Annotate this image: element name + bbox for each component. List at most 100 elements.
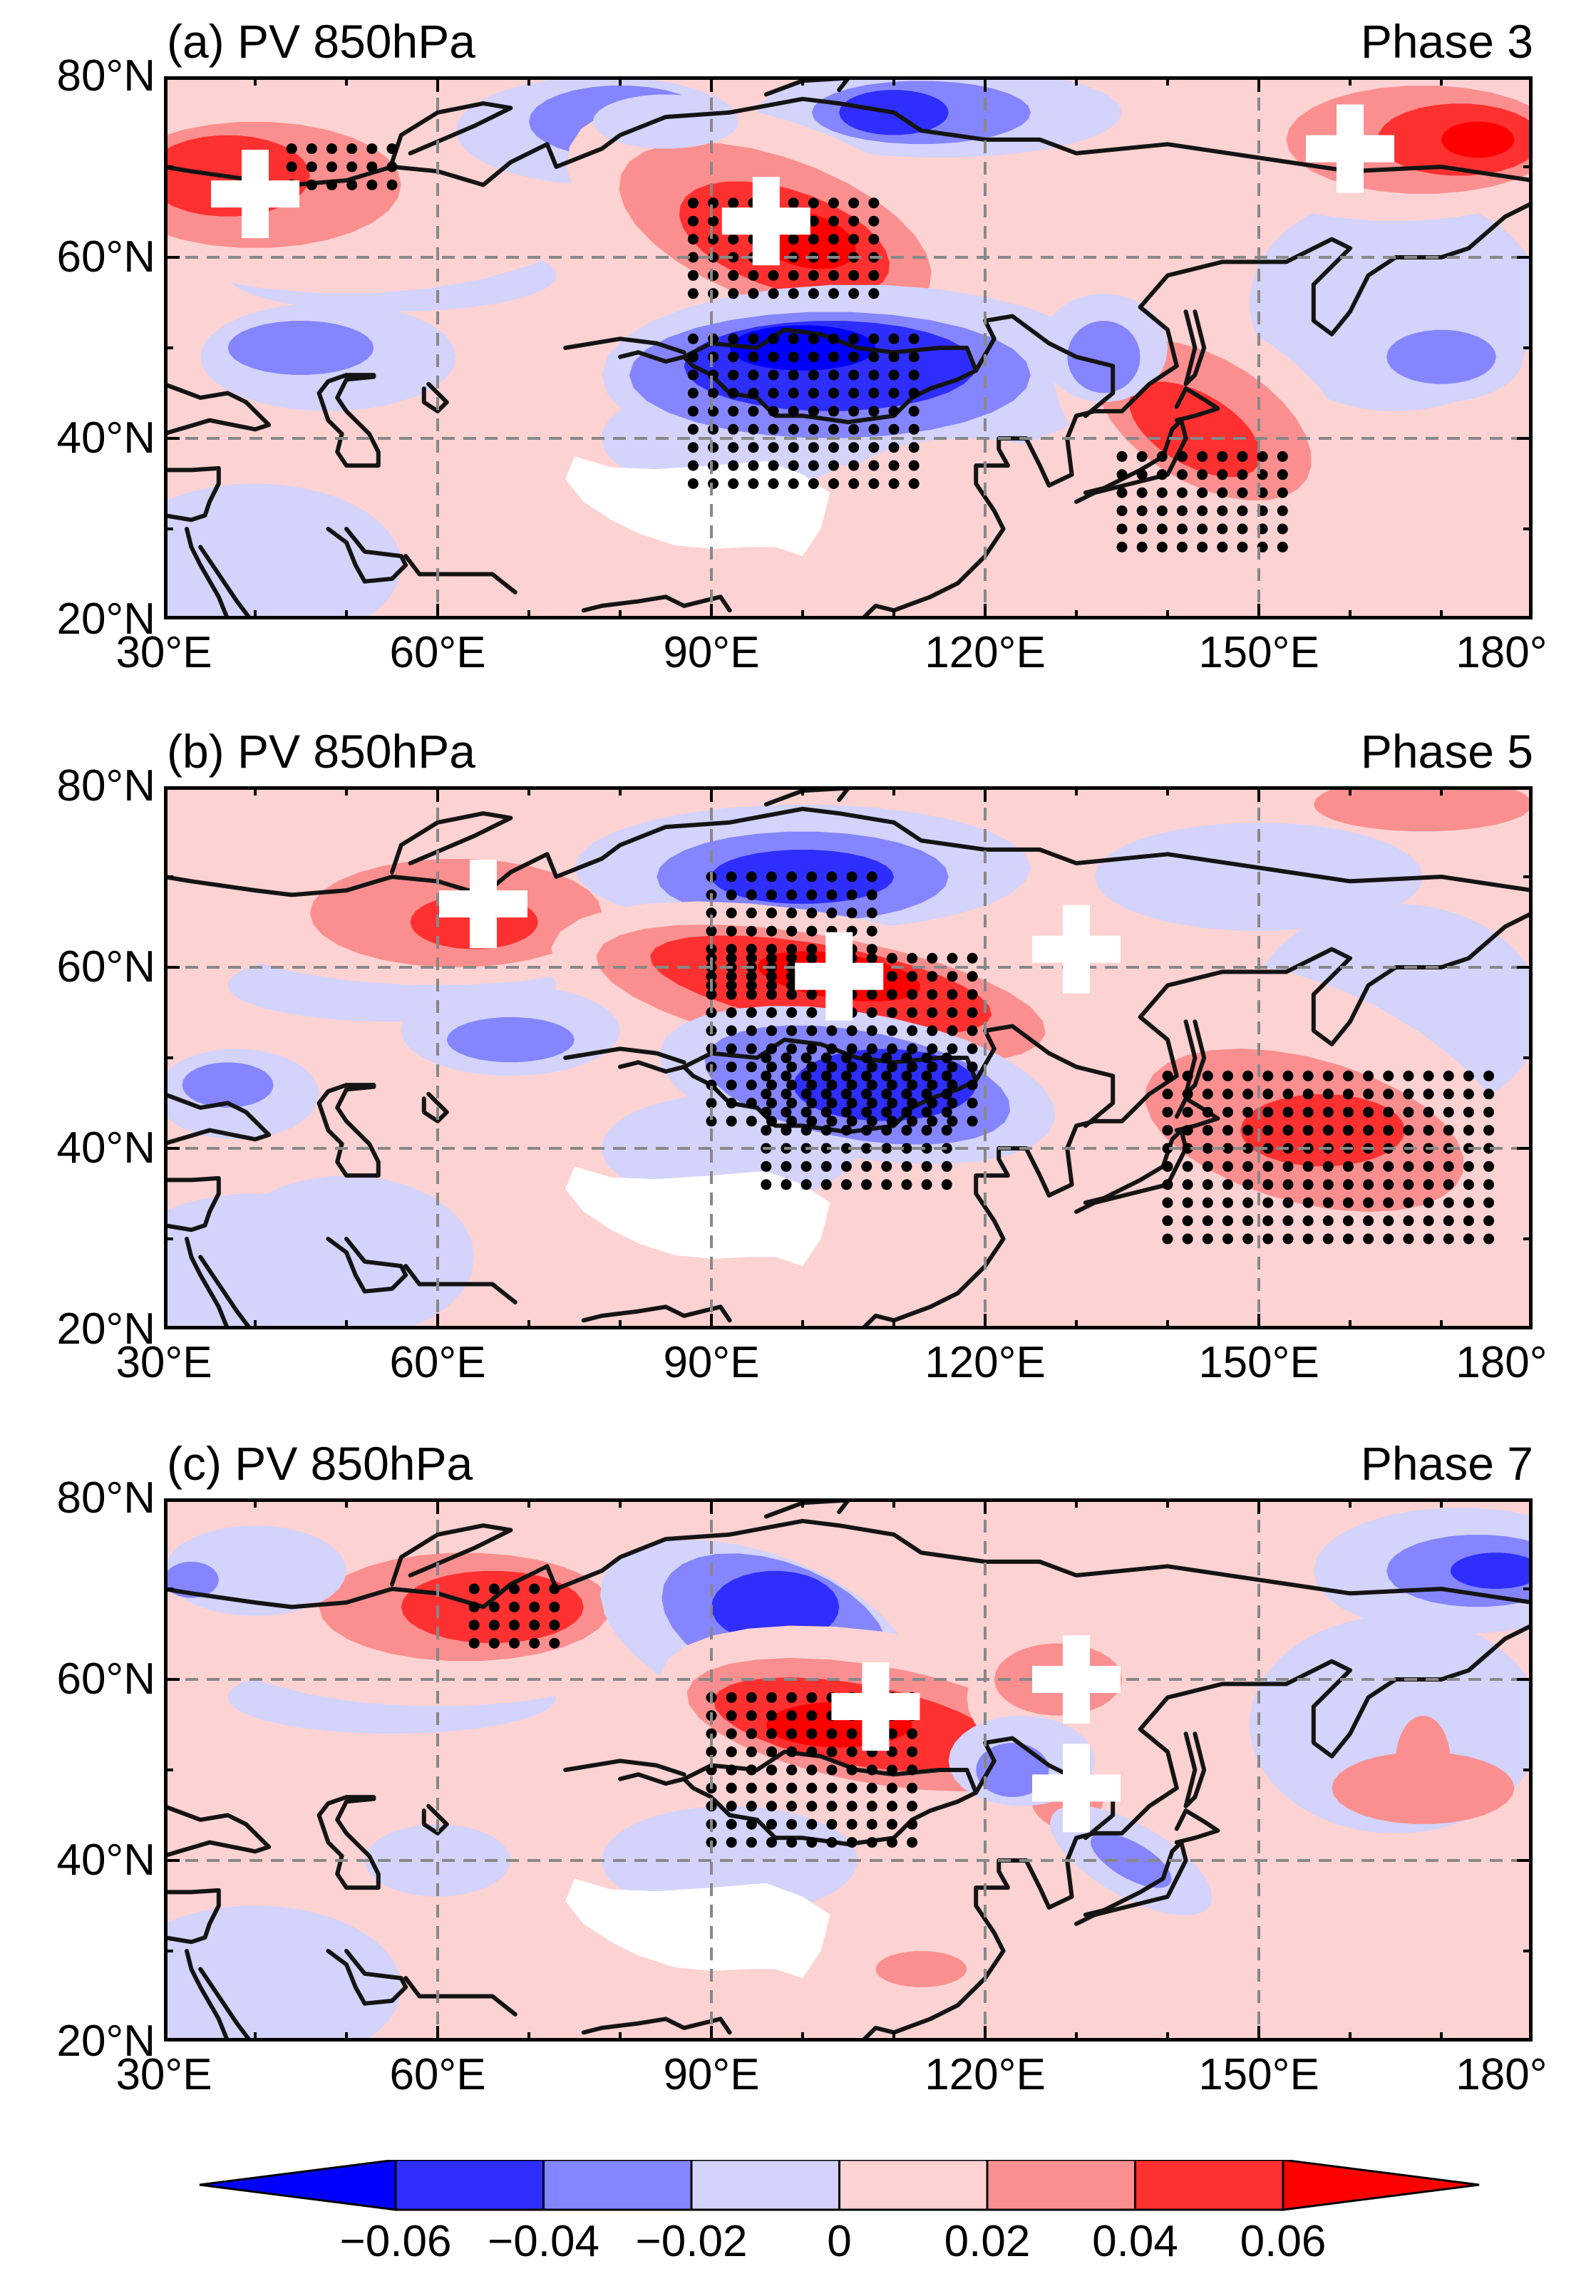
stipple-dot bbox=[1262, 1088, 1274, 1100]
stipple-dot bbox=[1443, 1088, 1454, 1100]
lat-label: 20°N bbox=[56, 2017, 155, 2066]
stipple-dot bbox=[766, 1007, 777, 1018]
coastline-13 bbox=[403, 554, 518, 594]
stipple-dot bbox=[1342, 1233, 1354, 1245]
stipple-dot bbox=[346, 179, 358, 190]
stipple-dot bbox=[748, 442, 759, 453]
stipple-dot bbox=[886, 1764, 897, 1776]
stipple-dot bbox=[886, 971, 897, 982]
lat-label: 40°N bbox=[56, 1123, 155, 1173]
stipple-dot bbox=[806, 1710, 818, 1721]
coastline-13 bbox=[403, 1264, 518, 1304]
stipple-dot bbox=[840, 1052, 852, 1064]
coastline-14 bbox=[164, 381, 272, 436]
stipple-dot bbox=[1162, 1143, 1173, 1154]
stipple-dot bbox=[907, 1098, 918, 1108]
stipple-dot bbox=[806, 944, 818, 955]
stipple-dot bbox=[746, 989, 757, 1000]
cross-marker-v bbox=[1063, 1744, 1090, 1833]
stipple-dot bbox=[806, 1098, 818, 1108]
stipple-dot bbox=[1222, 1143, 1233, 1154]
stipple-dot bbox=[788, 388, 799, 398]
stipple-dot bbox=[1322, 1088, 1334, 1100]
shading-band-0 bbox=[164, 483, 401, 619]
stipple-dot bbox=[826, 1746, 838, 1758]
stipple-dot bbox=[826, 1061, 838, 1073]
stipple-dot bbox=[1322, 1179, 1334, 1190]
stipple-dot bbox=[746, 907, 757, 919]
stipple-dot bbox=[806, 1837, 818, 1848]
shading-contour-p2-23 bbox=[875, 1951, 967, 1987]
stipple-dot bbox=[746, 1746, 757, 1758]
stipple-dot bbox=[927, 1098, 938, 1108]
stipple-dot bbox=[941, 1125, 952, 1136]
stipple-dot bbox=[828, 369, 840, 381]
shading-contour-n6-15 bbox=[729, 325, 876, 371]
stipple-dot bbox=[786, 1728, 798, 1739]
stipple-dot bbox=[786, 1116, 798, 1127]
stipple-dot bbox=[306, 161, 317, 173]
stipple-dot bbox=[746, 1801, 757, 1812]
stipple-dot bbox=[848, 478, 860, 489]
stipple-dot bbox=[848, 234, 860, 245]
stipple-dot bbox=[1182, 1179, 1193, 1190]
stipple-dot bbox=[748, 460, 759, 471]
coastline-11 bbox=[185, 1237, 230, 1329]
stipple-dot bbox=[1383, 1070, 1394, 1081]
stipple-dot bbox=[726, 889, 737, 900]
stipple-dot bbox=[921, 1179, 932, 1190]
coastline-14 bbox=[164, 1803, 272, 1858]
stipple-dot bbox=[1403, 1070, 1414, 1081]
stipple-dot bbox=[1403, 1088, 1414, 1100]
stipple-dot bbox=[1443, 1160, 1454, 1172]
stipple-dot bbox=[1217, 451, 1228, 462]
shading-contour-p2-21 bbox=[1313, 786, 1533, 832]
stipple-dot bbox=[687, 478, 699, 489]
stipple-dot bbox=[509, 1637, 520, 1649]
stipple-dot bbox=[766, 979, 777, 991]
stipple-dot bbox=[927, 1043, 938, 1054]
stipple-dot bbox=[1363, 1233, 1374, 1245]
coastline-13 bbox=[403, 1976, 518, 2017]
stipple-dot bbox=[1136, 541, 1148, 552]
stipple-dot bbox=[788, 369, 799, 381]
stipple-dot bbox=[907, 1764, 918, 1776]
stipple-dot bbox=[1242, 1106, 1254, 1118]
stipple-dot bbox=[820, 1179, 832, 1190]
stipple-dot bbox=[1483, 1215, 1495, 1227]
stipple-dot bbox=[808, 351, 819, 363]
stipple-dot bbox=[861, 1106, 872, 1118]
stipple-dot bbox=[786, 1746, 798, 1758]
stipple-dot bbox=[766, 1079, 777, 1091]
stipple-dot bbox=[768, 423, 779, 435]
stipple-dot bbox=[1363, 1197, 1374, 1208]
stipple-dot bbox=[726, 1837, 737, 1848]
stipple-dot bbox=[901, 1106, 912, 1118]
stipple-dot bbox=[1443, 1233, 1454, 1245]
stipple-dot bbox=[886, 989, 897, 1000]
stipple-dot bbox=[846, 907, 858, 919]
stipple-dot bbox=[888, 442, 900, 453]
stipple-dot bbox=[868, 351, 880, 363]
stipple-dot bbox=[848, 460, 860, 471]
lon-label: 150°E bbox=[1198, 2050, 1319, 2099]
stipple-dot bbox=[726, 1746, 737, 1758]
coastline-12 bbox=[326, 1949, 408, 2006]
coastline-7 bbox=[316, 1083, 381, 1178]
stipple-dot bbox=[888, 478, 900, 489]
stipple-dot bbox=[786, 1692, 798, 1703]
lon-label: 120°E bbox=[925, 628, 1046, 677]
shading-contour-n2-19 bbox=[182, 1062, 274, 1108]
stipple-dot bbox=[1342, 1179, 1354, 1190]
stipple-dot bbox=[1302, 1125, 1314, 1136]
stipple-dot bbox=[861, 1125, 872, 1136]
stipple-dot bbox=[766, 907, 777, 919]
stipple-dot bbox=[826, 1043, 838, 1054]
stipple-dot bbox=[840, 1088, 852, 1100]
shading-contour-n2-22 bbox=[1067, 321, 1141, 393]
panel-a: (a) PV 850hPa Phase 3 80°N 60°N 40°N 20°N 30°E… bbox=[0, 0, 1596, 713]
stipple-dot bbox=[826, 1079, 838, 1091]
colorbar-label: −0.02 bbox=[635, 2217, 748, 2266]
shading-contour-n4-5 bbox=[711, 1570, 840, 1643]
stipple-dot bbox=[828, 351, 840, 363]
